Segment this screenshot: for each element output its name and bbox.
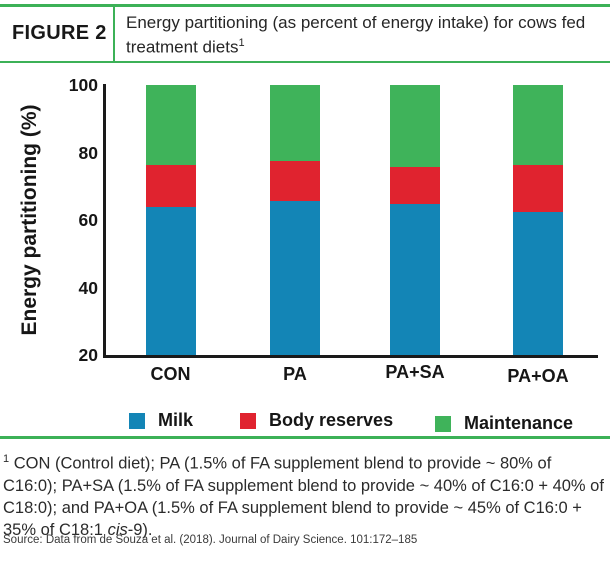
source-line: Source: Data from de Souza et al. (2018)… [3,534,418,546]
plot-area: 100 80 60 40 20 CON PA PA+SA PA+OA [69,75,598,386]
bar-segment-maintenance [390,85,440,167]
legend-item-body-reserves: Body reserves [240,410,393,431]
bar-segment-milk [390,204,440,355]
bar-con [145,85,196,355]
figure-number-label: FIGURE 2 [12,22,107,44]
footnote-italic-term: cis [107,520,128,539]
legend-label: Milk [158,410,194,430]
x-axis-label-pa: PA [283,364,307,384]
legend-label: Body reserves [269,410,394,430]
footnote-segment: -9). [127,520,153,539]
bar-pa-oa [513,85,563,355]
y-tick-label: 60 [78,210,98,230]
bar-segment-milk [513,212,563,355]
header-bottom-green-rule [0,61,610,63]
y-tick-label: 40 [78,277,98,298]
figure-title-footnote-marker: 1 [238,37,245,49]
legend-swatch-icon [435,415,451,432]
top-green-rule [0,4,610,7]
bar-segment-body-reserves [270,160,320,201]
legend-item-milk: Milk [129,410,193,431]
legend-label: Maintenance [464,413,574,433]
y-tick-label: 80 [78,142,98,163]
x-axis-label-con: CON [150,364,191,384]
y-tick-label: 100 [68,75,98,95]
y-tick-label: 20 [78,345,98,365]
bar-segment-maintenance [270,85,320,161]
footnote-segment: CON (Control diet); PA (1.5% of FA suppl… [3,454,604,539]
bar-segment-body-reserves [145,165,196,208]
bar-segment-milk [145,207,196,355]
footnote: 1 CON (Control diet); PA (1.5% of FA sup… [3,448,606,541]
footnote-marker: 1 [3,453,10,465]
x-axis-line [103,355,598,358]
bar-segment-milk [270,200,320,355]
bar-segment-body-reserves [513,164,563,213]
footnote-text: CON (Control diet); PA (1.5% of FA suppl… [3,455,604,539]
legend-swatch-icon [129,412,145,429]
bar-segment-maintenance [513,85,563,165]
bar-pa [270,85,320,355]
legend-item-maintenance: Maintenance [435,413,573,434]
legend-swatch-icon [240,412,256,429]
footnote-green-rule [0,436,610,439]
y-axis-line [103,84,106,358]
y-axis-title: Energy partitioning (%) [18,104,41,336]
header-vertical-divider [113,7,115,61]
bar-segment-maintenance [145,85,196,165]
bar-pa-sa [390,85,440,355]
x-axis-label-pa-sa: PA+SA [385,362,445,382]
x-axis-label-pa-oa: PA+OA [507,366,569,386]
figure-title-text: Energy partitioning (as percent of energ… [126,13,586,57]
figure-title: Energy partitioning (as percent of energ… [126,12,600,58]
bar-segment-body-reserves [390,166,440,205]
legend: Milk Body reserves Maintenance [0,410,610,434]
